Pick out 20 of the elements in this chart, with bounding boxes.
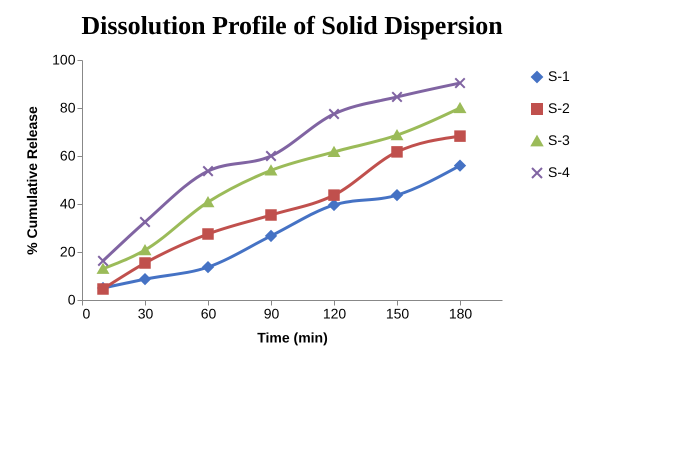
y-tick-label: 60: [60, 148, 76, 164]
y-tick-label: 0: [68, 292, 76, 308]
x-tick-label: 30: [138, 306, 154, 322]
y-tick-label: 40: [60, 196, 76, 212]
legend-label: S-2: [548, 100, 570, 116]
x-tick-label: 60: [200, 306, 216, 322]
legend-label: S-4: [548, 164, 570, 180]
x-axis-title: Time (min): [257, 330, 328, 346]
chart-title: Dissolution Profile of Solid Dispersion: [81, 11, 504, 40]
x-tick-label: 150: [386, 306, 410, 322]
x-tick-label: 120: [322, 306, 346, 322]
legend-label: S-3: [548, 132, 570, 148]
y-tick-label: 100: [52, 52, 76, 68]
legend-label: S-1: [548, 68, 570, 84]
x-tick-label: 0: [82, 306, 90, 322]
y-tick-label: 80: [60, 100, 76, 116]
x-tick-label: 180: [448, 306, 472, 322]
y-tick-label: 20: [60, 244, 76, 260]
x-tick-label: 90: [264, 306, 280, 322]
y-axis-title: % Cumulative Release: [24, 106, 40, 255]
